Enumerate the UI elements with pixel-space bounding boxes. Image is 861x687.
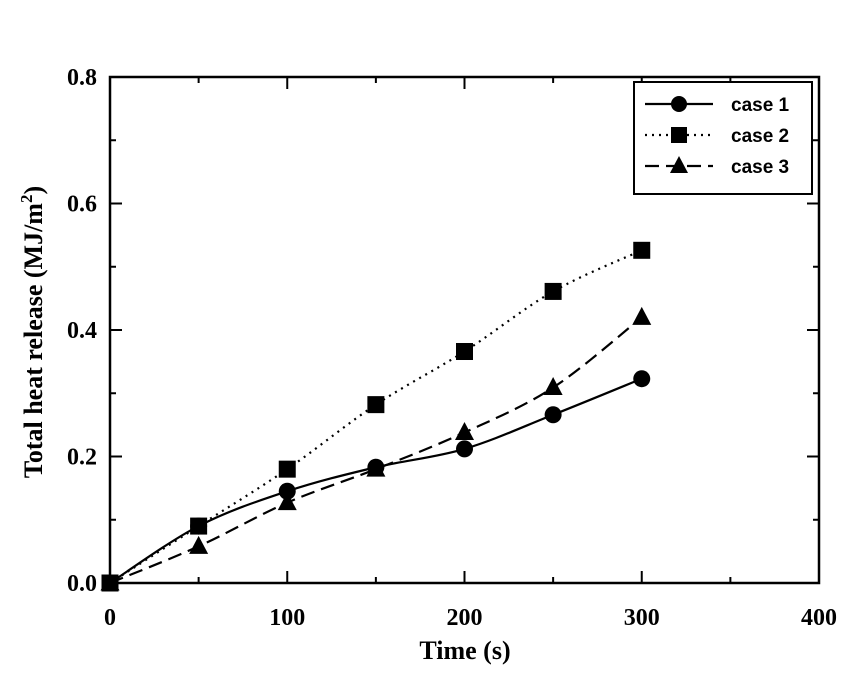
data-point-case-3 <box>543 377 563 396</box>
data-point-case-3 <box>366 458 386 477</box>
data-point-case-2 <box>544 282 562 300</box>
x-tick-label: 400 <box>801 605 837 631</box>
y-tick-label: 0.2 <box>67 445 97 471</box>
data-point-case-3 <box>100 572 120 591</box>
data-point-case-2 <box>278 460 296 478</box>
y-tick-label: 0.4 <box>67 318 97 344</box>
data-point-case-3 <box>189 535 209 554</box>
y-axis-title-close: ) <box>19 186 48 195</box>
data-point-case-2 <box>367 396 385 414</box>
legend: case 1 case 2 case 3 <box>633 81 813 195</box>
data-point-case-1 <box>278 482 296 500</box>
y-tick-label: 0.0 <box>67 571 97 597</box>
legend-label-case-1: case 1 <box>731 95 790 116</box>
y-tick-label: 0.6 <box>67 192 97 218</box>
series-line-case-3 <box>109 316 643 585</box>
y-axis-title-superscript: 2 <box>17 195 36 204</box>
legend-label-case-3: case 3 <box>731 157 789 178</box>
y-axis-title-main: Total heat release (MJ/m <box>19 203 48 478</box>
data-point-case-3 <box>277 492 297 511</box>
y-tick-label: 0.8 <box>67 65 97 91</box>
legend-box <box>633 81 813 195</box>
y-axis-title: Total heat release (MJ/m2) <box>17 186 48 478</box>
series-lines <box>109 249 643 585</box>
axis-tick-labels: 0 100 200 300 400 0.0 0.2 0.4 0.6 0.8 <box>67 65 837 631</box>
data-point-case-2 <box>633 241 651 259</box>
data-point-case-1 <box>544 406 562 424</box>
x-axis-title: Time (s) <box>419 636 510 665</box>
data-point-case-2 <box>456 343 473 361</box>
x-tick-label: 0 <box>104 605 116 631</box>
x-tick-label: 100 <box>269 605 305 631</box>
axis-ticks <box>109 76 820 584</box>
legend-marker-case-1 <box>671 96 687 112</box>
series-markers <box>100 241 652 592</box>
legend-marker-case-3 <box>670 156 688 173</box>
data-point-case-1 <box>456 440 473 458</box>
x-tick-label: 300 <box>624 605 660 631</box>
data-point-case-3 <box>632 306 652 325</box>
data-point-case-1 <box>633 370 651 388</box>
legend-marker-case-2 <box>671 127 687 143</box>
data-point-case-2 <box>190 517 208 535</box>
series-line-case-2 <box>109 249 643 584</box>
legend-items: case 1 case 2 case 3 <box>645 95 790 178</box>
data-point-case-3 <box>455 421 474 440</box>
legend-label-case-2: case 2 <box>731 126 789 147</box>
x-tick-label: 200 <box>447 605 483 631</box>
